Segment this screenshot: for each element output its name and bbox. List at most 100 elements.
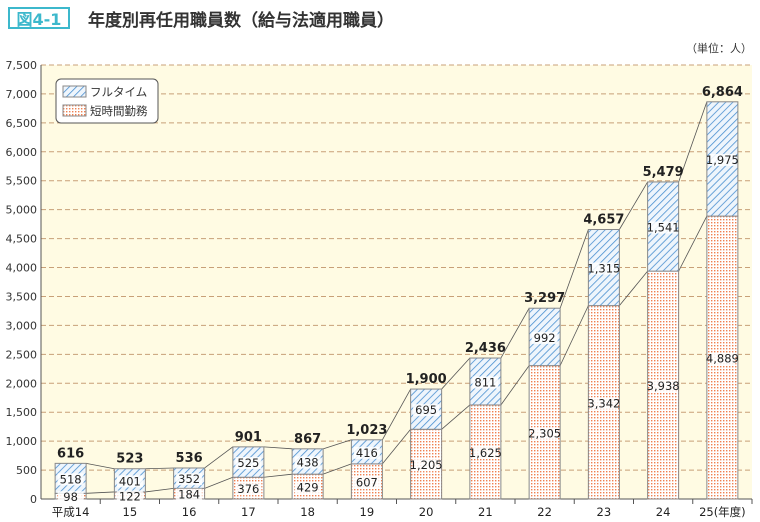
connector-line: [678, 101, 708, 183]
total-label: 523: [116, 452, 143, 467]
data-label: 992: [534, 331, 556, 345]
y-tick-label: 1,000: [6, 435, 38, 448]
connector-line: [678, 215, 708, 272]
connector-line: [382, 429, 411, 465]
label-bg: [235, 483, 262, 496]
data-label: 376: [237, 482, 259, 496]
total-label: 616: [57, 446, 84, 461]
total-label: 536: [176, 451, 203, 466]
x-tick-label: 22: [537, 505, 552, 519]
x-tick-label: 21: [478, 505, 493, 519]
total-label: 1,900: [406, 372, 447, 387]
label-bg: [116, 475, 143, 488]
data-label: 1,541: [647, 221, 680, 235]
connector-line: [263, 473, 293, 478]
total-label: 5,479: [643, 165, 684, 180]
data-label: 98: [63, 490, 78, 504]
y-tick-label: 1,500: [6, 406, 38, 419]
data-label: 3,938: [647, 379, 680, 393]
unit-label: （単位：人）: [686, 42, 752, 55]
data-label: 695: [415, 403, 437, 417]
data-label: 1,205: [410, 458, 443, 472]
x-tick-label: 20: [419, 505, 434, 519]
label-bg: [353, 446, 380, 459]
y-tick-label: 0: [30, 493, 37, 506]
label-bg: [57, 491, 84, 504]
label-bg: [57, 473, 84, 486]
y-tick-label: 5,500: [6, 175, 38, 188]
connector-line: [382, 388, 411, 440]
data-label: 184: [178, 488, 200, 502]
label-bg: [531, 331, 558, 344]
label-bg: [650, 221, 677, 234]
total-label: 2,436: [465, 341, 506, 356]
x-tick-label: 24: [656, 505, 671, 519]
data-label: 429: [297, 481, 319, 495]
legend-swatch: [62, 85, 87, 98]
connector-line: [145, 467, 174, 470]
y-tick-label: 2,000: [6, 377, 38, 390]
label-bg: [413, 459, 440, 472]
data-label: 416: [356, 446, 378, 460]
label-bg: [116, 490, 143, 503]
y-tick-label: 3,500: [6, 290, 38, 303]
data-label: 438: [297, 456, 319, 470]
legend-swatch: [62, 104, 87, 117]
data-label: 811: [474, 376, 496, 390]
connector-line: [619, 181, 648, 230]
plot-area: [41, 65, 752, 499]
y-tick-label: 3,000: [6, 319, 38, 332]
label-bg: [235, 457, 262, 470]
connector-line: [322, 463, 352, 475]
data-label: 525: [237, 456, 259, 470]
label-bg: [650, 380, 677, 393]
connector-line: [86, 491, 115, 494]
label-bg: [531, 427, 558, 440]
connector-line: [559, 305, 589, 366]
data-label: 1,975: [706, 153, 739, 167]
label-bg: [294, 481, 321, 494]
label-bg: [176, 473, 203, 486]
data-label: 1,315: [587, 262, 620, 276]
y-tick-label: 7,500: [6, 59, 38, 72]
total-label: 4,657: [583, 213, 624, 228]
connector-line: [204, 446, 234, 469]
data-label: 1,625: [469, 446, 502, 460]
y-tick-label: 6,500: [6, 117, 38, 130]
x-tick-label: 18: [300, 505, 315, 519]
x-tick-label: 15: [123, 505, 138, 519]
label-bg: [176, 488, 203, 501]
data-label: 518: [60, 472, 82, 486]
x-tick-label: 16: [182, 505, 197, 519]
total-label: 901: [235, 430, 262, 445]
label-bg: [413, 404, 440, 417]
data-label: 4,889: [706, 352, 739, 366]
connector-line: [559, 229, 589, 309]
y-tick-label: 5,000: [6, 204, 38, 217]
label-bg: [353, 476, 380, 489]
label-bg: [590, 397, 617, 410]
x-tick-label: 17: [241, 505, 256, 519]
label-bg: [590, 262, 617, 275]
label-bg: [472, 376, 499, 389]
y-tick-label: 4,000: [6, 262, 38, 275]
connector-line: [86, 462, 115, 470]
connector-line: [145, 487, 174, 493]
connector-line: [263, 446, 293, 450]
label-bg: [709, 352, 736, 365]
legend-label: 短時間勤務: [90, 104, 148, 118]
y-tick-label: 4,500: [6, 233, 38, 246]
label-bg: [294, 456, 321, 469]
data-label: 607: [356, 475, 378, 489]
data-label: 401: [119, 474, 141, 488]
connector-line: [204, 476, 234, 489]
y-tick-label: 7,000: [6, 88, 38, 101]
total-label: 3,297: [524, 291, 565, 306]
y-tick-label: 500: [16, 464, 37, 477]
x-tick-label: 19: [360, 505, 375, 519]
y-tick-label: 6,000: [6, 146, 38, 159]
x-tick-label: 23: [597, 505, 612, 519]
label-bg: [709, 153, 736, 166]
figure-label: 図4-1: [8, 7, 70, 29]
